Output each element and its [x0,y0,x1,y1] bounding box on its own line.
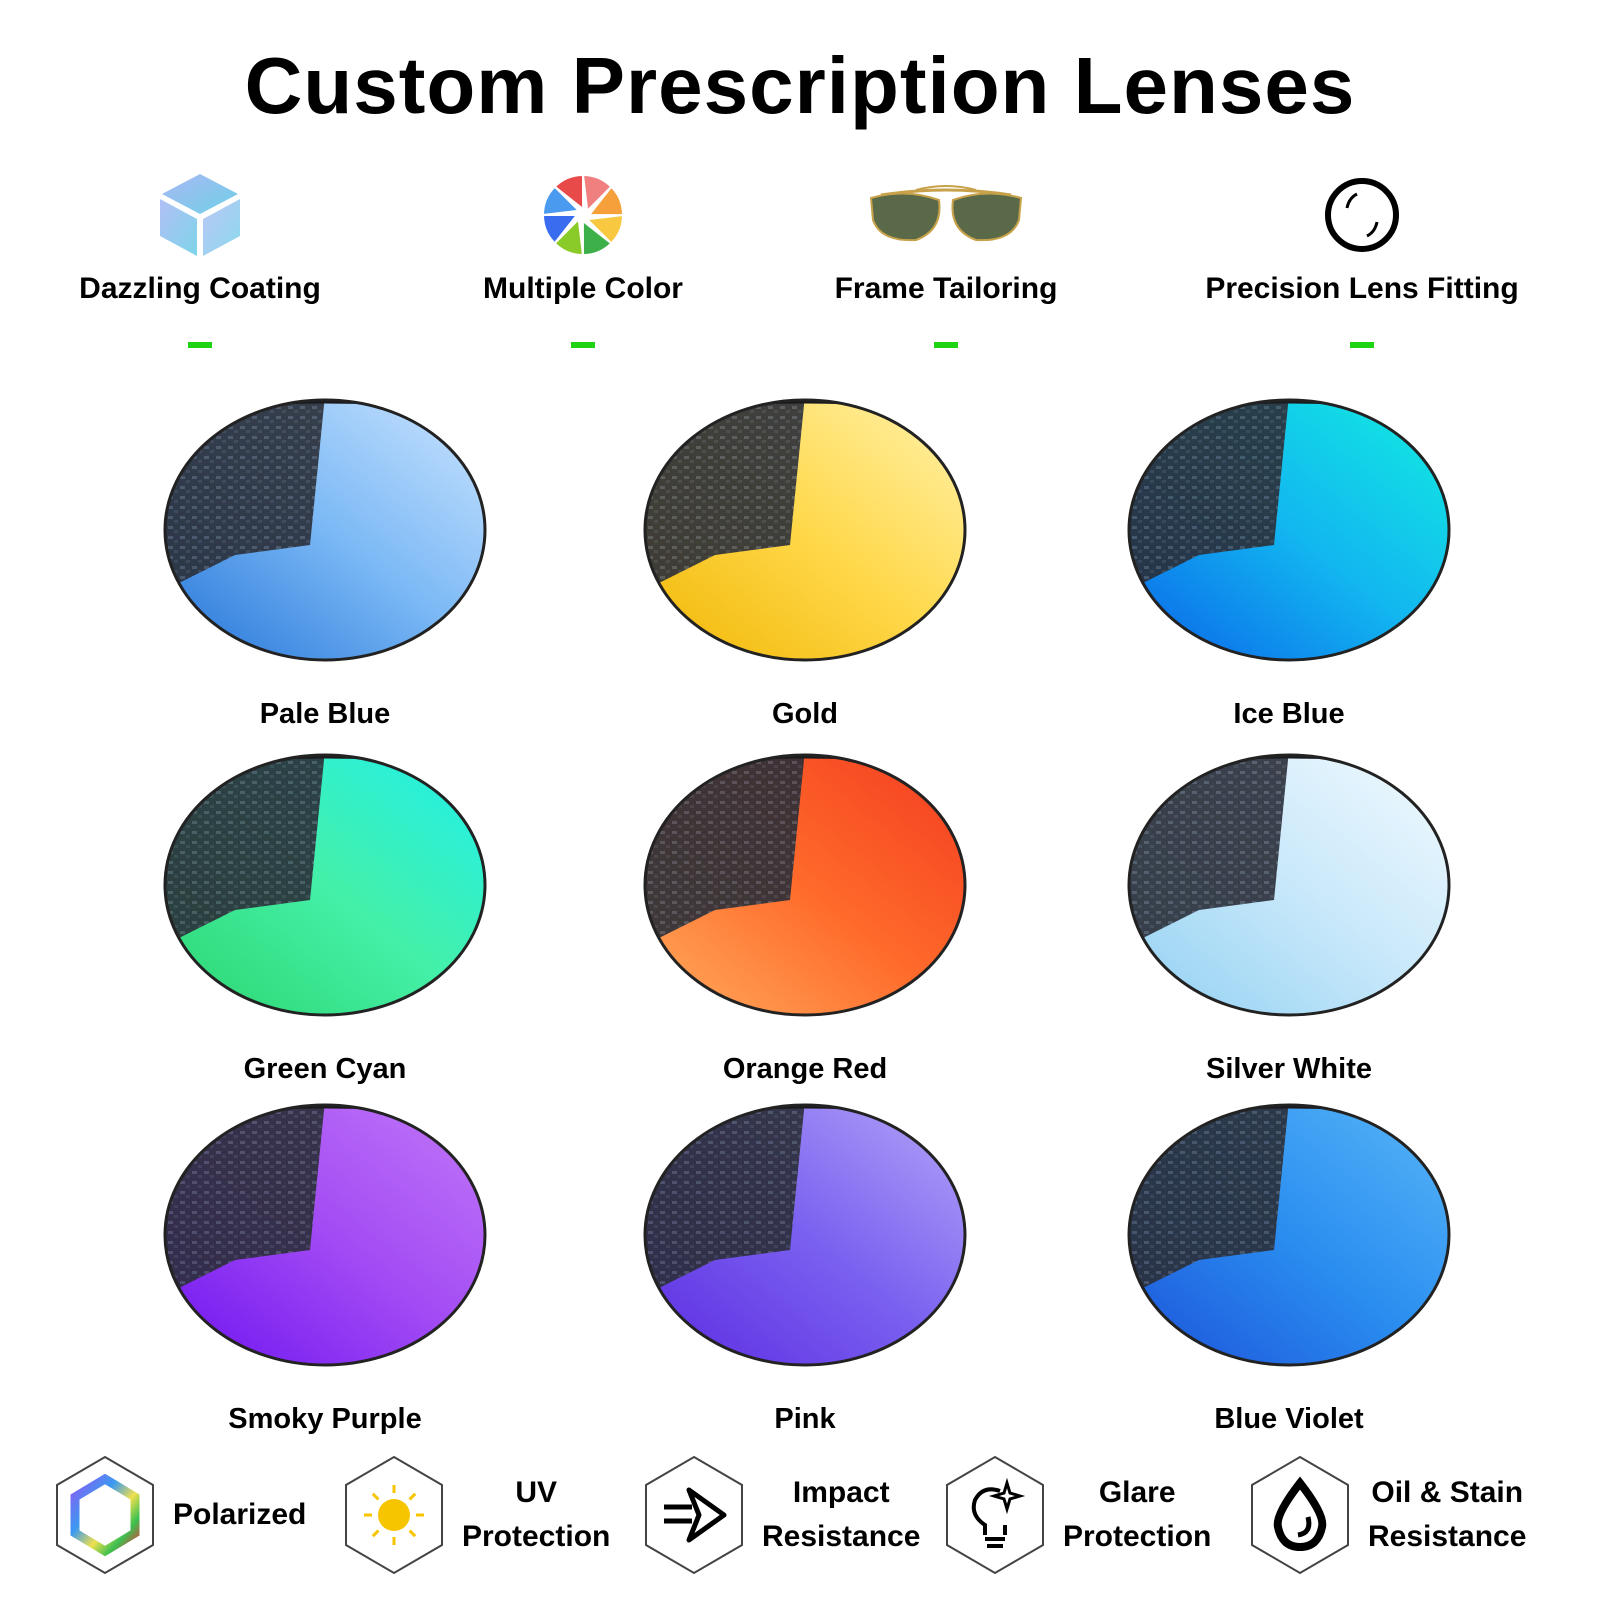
benefit-item: Impact Resistance [644,1455,920,1575]
benefit-label: Impact Resistance [762,1471,920,1559]
cube-icon [160,174,240,256]
feature-multiple-color: Multiple Color [403,170,763,348]
benefit-label-line: UV [515,1476,558,1509]
lens-option[interactable]: Green Cyan [155,750,495,1086]
lens-label: Smoky Purple [228,1403,422,1435]
lens-option[interactable]: Silver White [1119,750,1459,1086]
benefit-item: Polarized [55,1455,306,1575]
lens-label: Ice Blue [1233,698,1345,730]
green-dash [571,342,595,348]
feature-frame-tailoring: Frame Tailoring [766,170,1126,348]
benefit-label-line: Oil & Stain [1371,1476,1524,1509]
lens-label: Orange Red [722,1053,888,1085]
green-dash [188,342,212,348]
lens-option[interactable]: Pale Blue [155,395,495,731]
lens-swatch [1127,753,1451,1017]
lens-label: Gold [771,698,839,730]
benefit-label-line: Polarized [173,1498,307,1531]
rainbow-hexagon-icon [56,1455,154,1575]
lens-swatch [1127,1103,1451,1367]
benefit-label-line: Impact [792,1476,890,1509]
lens-swatch [643,753,967,1017]
benefit-label: Polarized [173,1493,306,1537]
benefit-item: Oil & Stain Resistance [1250,1455,1526,1575]
page-title: Custom Prescription Lenses [244,41,1356,130]
lens-swatch [643,398,967,662]
lens-option[interactable]: Blue Violet [1119,1100,1459,1436]
lens-label: Silver White [1206,1053,1372,1085]
lens-label: Pale Blue [259,698,391,730]
benefit-label-line: Resistance [1368,1520,1527,1553]
feature-label: Dazzling Coating [79,272,321,305]
impact-arrow-icon [645,1455,743,1575]
sunglasses-icon [869,185,1023,242]
lens-swatch [163,753,487,1017]
feature-label: Precision Lens Fitting [1205,272,1519,305]
lens-option[interactable]: Gold [635,395,975,731]
lens-option[interactable]: Orange Red [635,750,975,1086]
color-wheel-segment [553,173,585,212]
benefit-label-line: Protection [462,1520,611,1553]
benefit-label: UV Protection [462,1471,610,1559]
green-dash [934,342,958,348]
lens-swatch [1127,398,1451,662]
feature-label: Multiple Color [483,272,683,305]
feature-label: Frame Tailoring [834,272,1058,305]
drop-icon [1251,1455,1349,1575]
benefit-label: Glare Protection [1063,1471,1211,1559]
lens-option[interactable]: Ice Blue [1119,395,1459,731]
lightbulb-sparkle-icon [946,1455,1044,1575]
lens-label: Blue Violet [1214,1403,1364,1435]
benefit-label-line: Resistance [762,1520,921,1553]
benefit-label-line: Glare [1098,1476,1176,1509]
lens-option[interactable]: Pink [635,1100,975,1436]
lens-swatch [643,1103,967,1367]
feature-dazzling-coating: Dazzling Coating [20,170,380,348]
lens-option[interactable]: Smoky Purple [155,1100,495,1436]
benefit-item: UV Protection [344,1455,610,1575]
benefit-label: Oil & Stain Resistance [1368,1471,1526,1559]
sun-icon [345,1455,443,1575]
lens-ring-icon [1325,178,1399,252]
color-wheel-icon [541,173,625,257]
benefit-label-line: Protection [1063,1520,1212,1553]
benefit-item: Glare Protection [945,1455,1211,1575]
feature-precision-lens-fitting: Precision Lens Fitting [1182,170,1542,348]
lens-label: Green Cyan [243,1053,407,1085]
lens-swatch [163,1103,487,1367]
lens-label: Pink [774,1403,836,1435]
green-dash [1350,342,1374,348]
lens-swatch [163,398,487,662]
